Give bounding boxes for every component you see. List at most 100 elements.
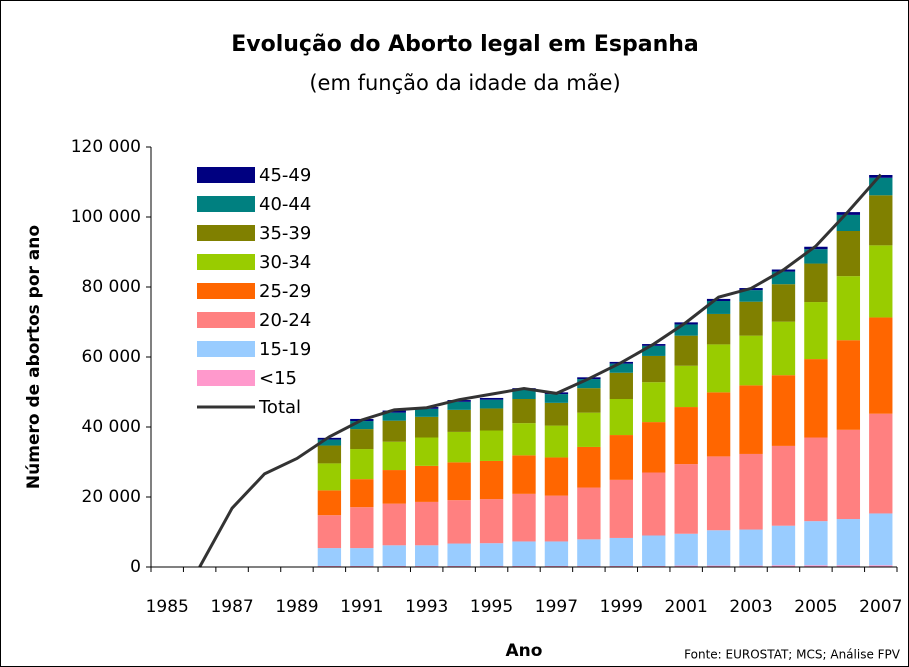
bar-segment: [447, 401, 471, 410]
bar-segment: [479, 460, 504, 500]
bar-segment: [706, 392, 731, 457]
bar-segment: [836, 276, 861, 341]
bar-segment: [836, 565, 861, 567]
bar-segment: [771, 525, 796, 566]
bar-segment: [674, 565, 698, 567]
bar-segment: [447, 500, 471, 544]
y-tick-label: 120 000: [71, 137, 141, 157]
bar-segment: [512, 455, 536, 494]
bar-segment: [512, 541, 536, 566]
bar-segment: [577, 446, 601, 488]
y-axis-label: Número de abortos por ano: [24, 225, 44, 489]
x-tick-label: 1985: [146, 597, 189, 617]
bar-segment: [836, 519, 861, 566]
bar-segment: [869, 195, 893, 246]
bar-segment: [577, 487, 601, 540]
bar-segment: [739, 290, 763, 302]
bar-segment: [544, 457, 569, 496]
legend-swatch: [197, 167, 255, 183]
bar-segment: [382, 565, 406, 567]
bar-segment: [804, 565, 828, 567]
legend-swatch: [197, 283, 255, 299]
bar-segment: [577, 388, 601, 413]
x-tick-label: 1995: [470, 597, 513, 617]
x-tick-label: 1997: [535, 597, 578, 617]
bar-segment: [609, 565, 633, 567]
legend-swatch: [197, 225, 255, 241]
bar-segment: [512, 399, 536, 424]
bar-segment: [869, 317, 893, 414]
bar-segment: [642, 422, 666, 473]
bar-segment: [415, 501, 439, 546]
bar-segment: [706, 298, 731, 301]
legend-swatch: [197, 370, 255, 386]
y-tick-label: 100 000: [71, 207, 141, 227]
bar-segment: [512, 565, 536, 567]
bar-segment: [317, 439, 342, 446]
bar-segment: [415, 565, 439, 567]
bar-segment: [739, 301, 763, 336]
bar-segment: [350, 548, 374, 566]
bar-segment: [382, 420, 406, 442]
bar-segment: [479, 408, 504, 431]
bar-segment: [642, 565, 666, 567]
bar-segment: [479, 543, 504, 566]
bar-segment: [642, 355, 666, 383]
bar-segment: [350, 429, 374, 450]
x-tick-label: 2003: [729, 597, 772, 617]
bar-segment: [317, 515, 342, 549]
bar-segment: [674, 365, 698, 408]
bar-segment: [804, 249, 828, 264]
legend-swatch: [197, 196, 255, 212]
bar-segment: [382, 470, 406, 504]
bar-segment: [382, 441, 406, 471]
y-tick-label: 60 000: [82, 347, 141, 367]
bar-segment: [609, 435, 633, 480]
bar-segment: [771, 321, 796, 376]
x-tick-label: 1999: [600, 597, 643, 617]
legend-label: <15: [259, 368, 297, 389]
bar-segment: [771, 375, 796, 446]
bar-segment: [544, 541, 569, 566]
bar-segment: [674, 335, 698, 366]
x-tick-label: 2005: [794, 597, 837, 617]
bar-segment: [544, 394, 569, 403]
bar-segment: [804, 521, 828, 566]
bar-segment: [674, 533, 698, 566]
bar-segment: [544, 425, 569, 458]
bar-segment: [382, 410, 406, 413]
bar-segment: [836, 214, 861, 231]
bar-segment: [479, 397, 504, 400]
legend-swatch: [197, 312, 255, 328]
bar-segment: [415, 465, 439, 502]
bar-segment: [739, 335, 763, 386]
bar-segment: [836, 429, 861, 520]
legend-label: 45-49: [259, 165, 311, 186]
bar-segment: [382, 412, 406, 421]
bar-segment: [642, 382, 666, 423]
bar-segment: [739, 453, 763, 530]
bar-segment: [447, 409, 471, 432]
bar-segment: [577, 379, 601, 389]
bar-segment: [609, 537, 633, 566]
bar-segment: [804, 263, 828, 303]
bar-segment: [577, 565, 601, 567]
x-tick-label: 1991: [340, 597, 383, 617]
x-axis-label: Ano: [506, 641, 543, 661]
y-tick-label: 20 000: [82, 487, 141, 507]
bar-segment: [836, 231, 861, 277]
legend-swatch: [197, 254, 255, 270]
bar-segment: [609, 399, 633, 436]
bar-segment: [739, 565, 763, 567]
bar-segment: [609, 363, 633, 373]
bar-segment: [447, 431, 471, 463]
bar-segment: [706, 530, 731, 566]
bar-segment: [674, 464, 698, 534]
bar-segment: [869, 513, 893, 566]
bar-segment: [447, 462, 471, 501]
bar-segment: [447, 565, 471, 567]
bar-segment: [415, 416, 439, 438]
bar-segment: [317, 490, 342, 516]
x-tick-label: 1987: [210, 597, 253, 617]
